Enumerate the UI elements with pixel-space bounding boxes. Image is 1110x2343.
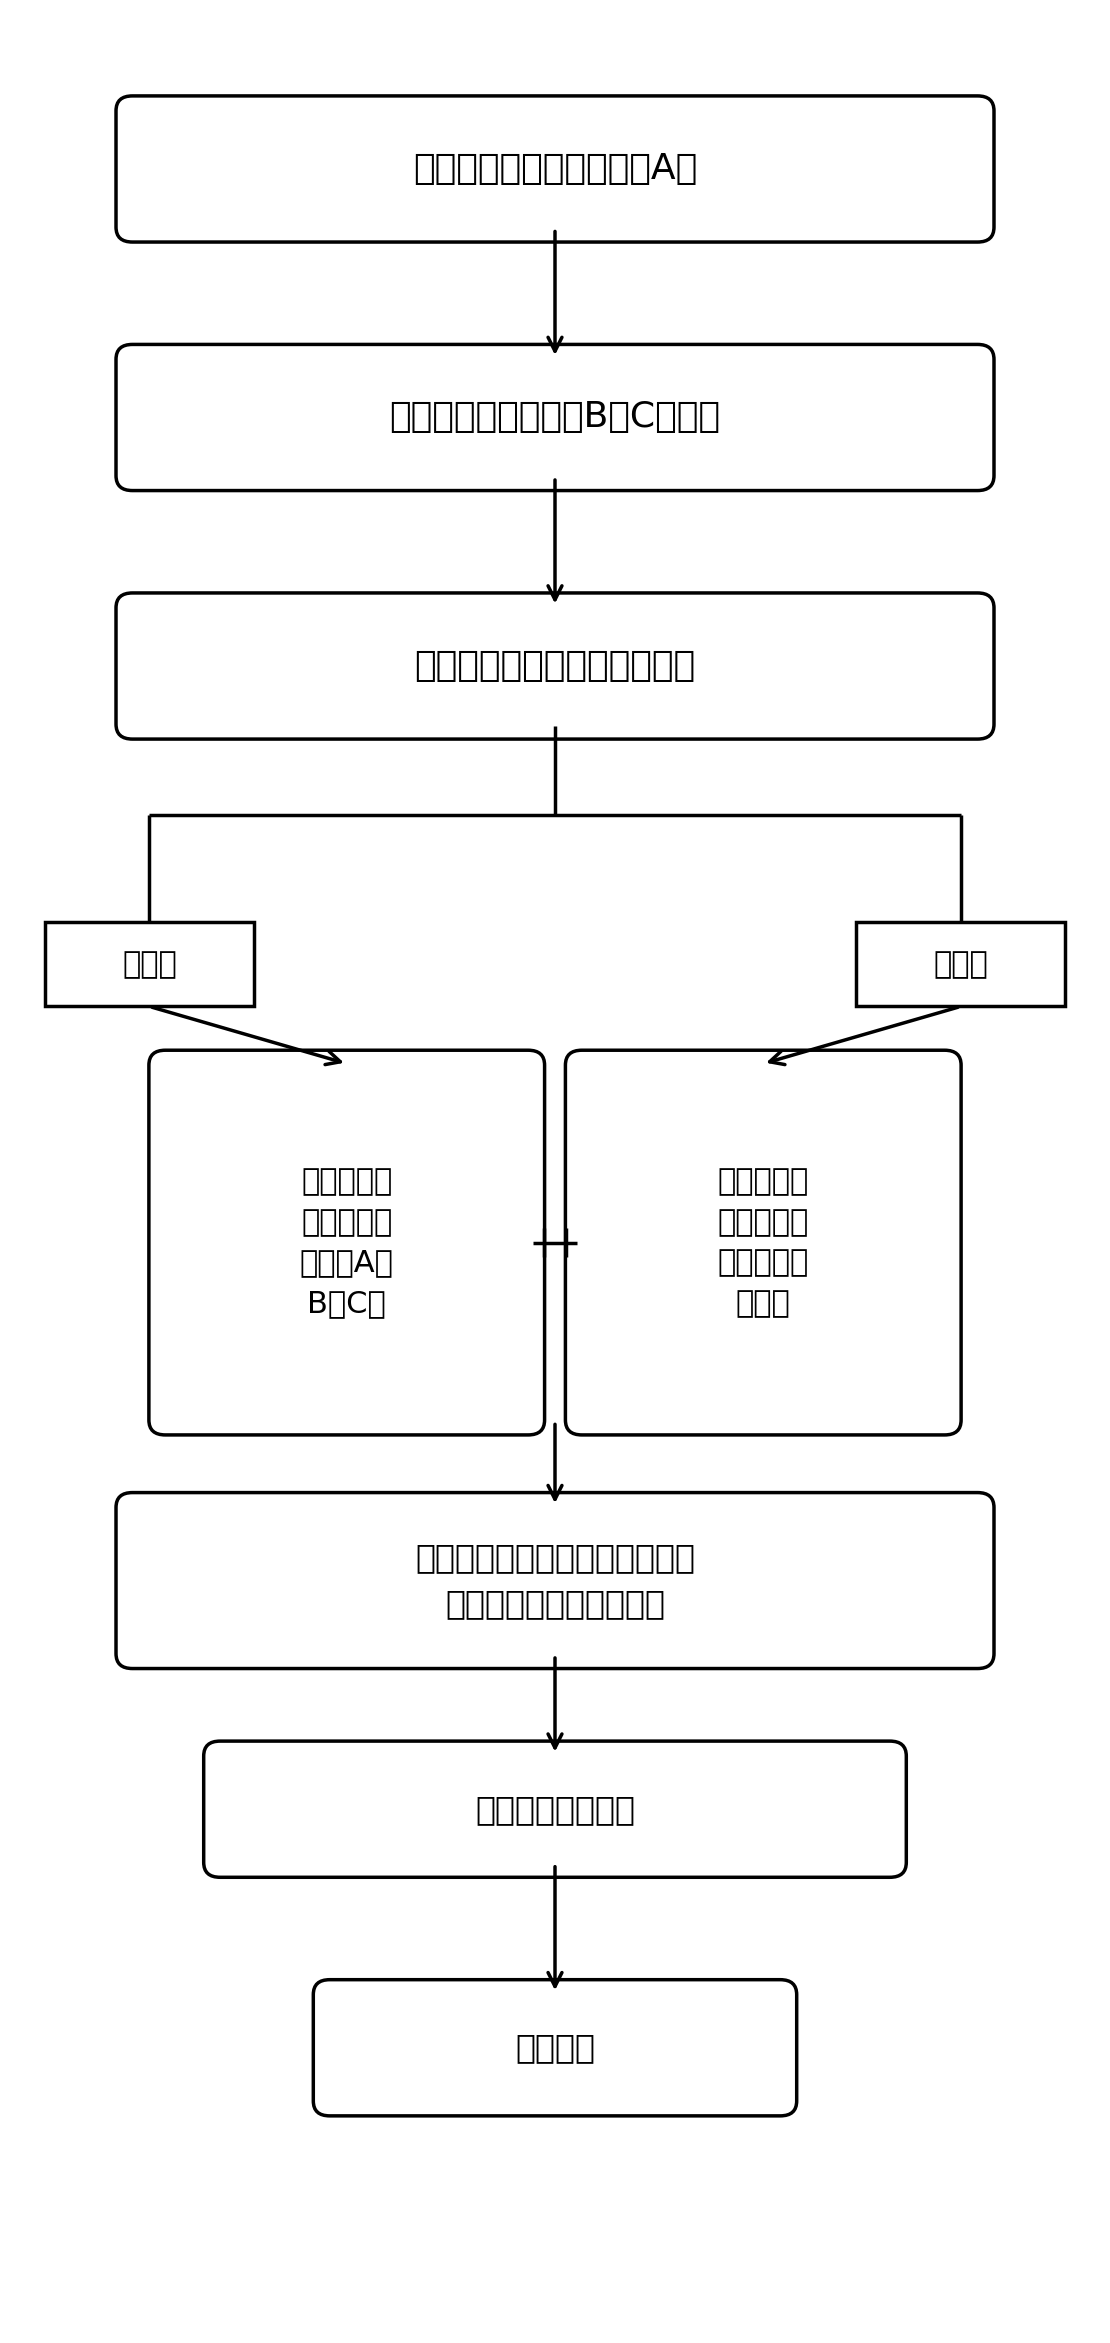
Text: 动态监测储
层微生物代
谢环境，实
时调整: 动态监测储 层微生物代 谢环境，实 时调整 — [718, 1167, 809, 1317]
Text: 菌种活化，富集培养制备A液: 菌种活化，富集培养制备A液 — [413, 152, 697, 185]
FancyBboxPatch shape — [149, 1050, 545, 1434]
FancyBboxPatch shape — [117, 344, 993, 490]
FancyBboxPatch shape — [565, 1050, 961, 1434]
FancyBboxPatch shape — [117, 96, 993, 241]
Bar — [857, 923, 1064, 1007]
FancyBboxPatch shape — [117, 593, 993, 738]
Text: 实施井下作业，制造水压裂缝: 实施井下作业，制造水压裂缝 — [414, 649, 696, 684]
Text: 组织后续施工工序: 组织后续施工工序 — [475, 1792, 635, 1825]
Text: 根据储层参数，确定B、C液浓度: 根据储层参数，确定B、C液浓度 — [390, 401, 720, 433]
Text: 间歇性分布
灌浆法，依
次注入A、
B、C液: 间歇性分布 灌浆法，依 次注入A、 B、C液 — [300, 1167, 394, 1317]
Text: 效果检验: 效果检验 — [515, 2031, 595, 2064]
Text: 检验孔: 检验孔 — [934, 949, 988, 979]
FancyBboxPatch shape — [313, 1980, 797, 2116]
FancyBboxPatch shape — [117, 1492, 993, 1668]
FancyBboxPatch shape — [204, 1741, 906, 1877]
Text: 根据储层条件，确定微生物培养
时间，控制胶结物质产量: 根据储层条件，确定微生物培养 时间，控制胶结物质产量 — [415, 1542, 695, 1619]
Text: 压裂孔: 压裂孔 — [122, 949, 176, 979]
Bar — [46, 923, 253, 1007]
